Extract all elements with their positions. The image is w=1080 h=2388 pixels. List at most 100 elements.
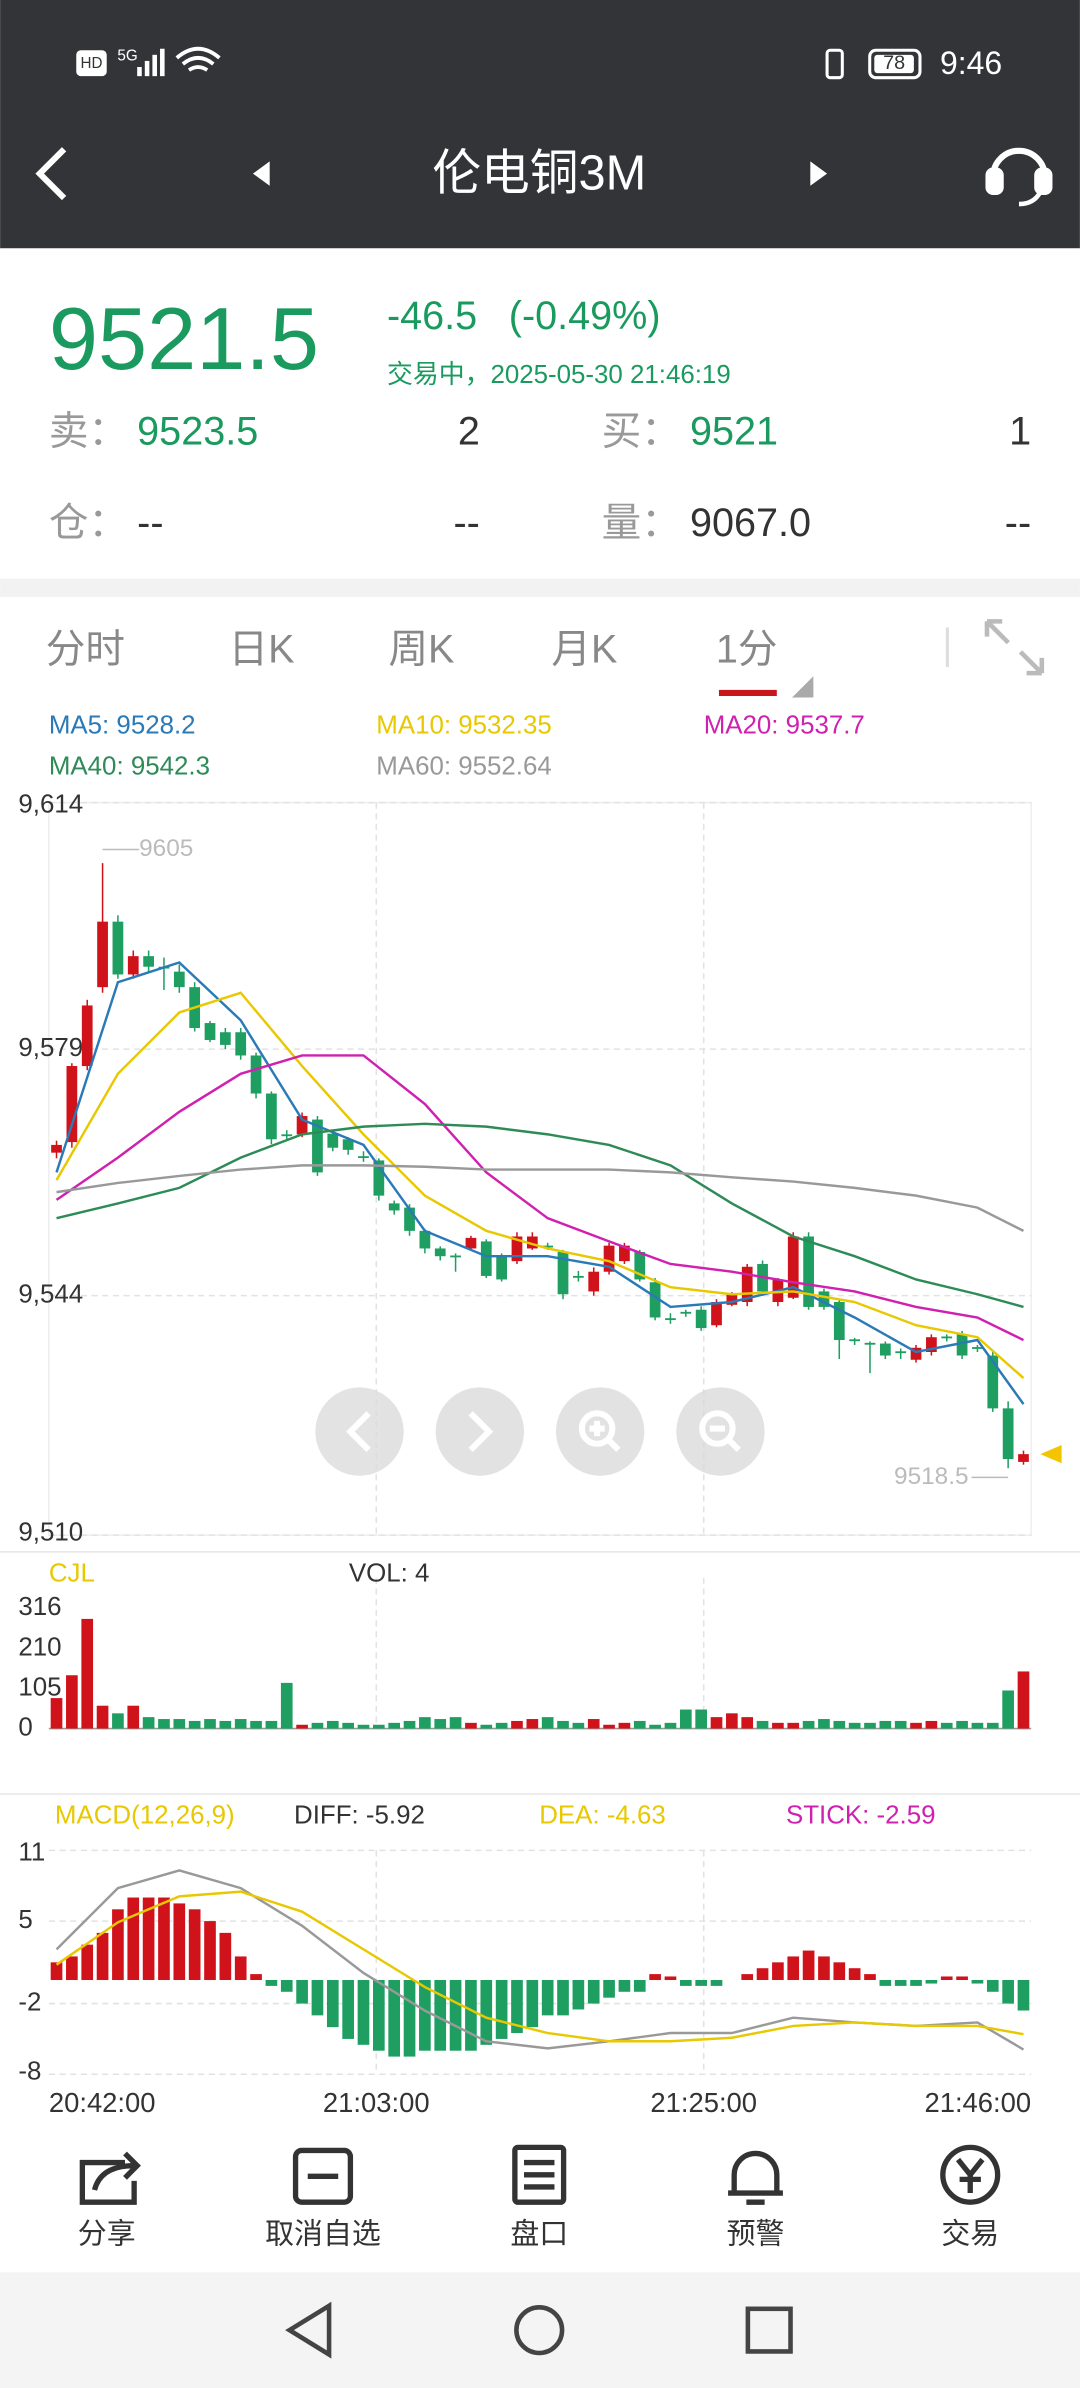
indicator-line: [56, 1122, 1024, 1309]
legend-entry: MA40: 9542.3: [49, 752, 210, 780]
ask-vol: 2: [458, 409, 480, 453]
tab[interactable]: 1分: [716, 627, 778, 671]
candle-body: [327, 1133, 339, 1148]
volume-bar: [219, 1720, 232, 1729]
candle-body: [496, 1256, 508, 1280]
toolbar-button[interactable]: 交易: [941, 2218, 999, 2250]
tab[interactable]: 分时: [46, 627, 125, 671]
tab[interactable]: 月K: [551, 627, 617, 671]
volume-bar: [971, 1722, 984, 1729]
toolbar-icons: [79, 2144, 1001, 2205]
fullscreen-button[interactable]: [984, 619, 1045, 676]
annotation: 9605: [139, 835, 193, 862]
candle-body: [879, 1343, 891, 1356]
volume-bar: [373, 1724, 385, 1729]
macd-bar: [511, 1980, 523, 2034]
volume-bar: [419, 1717, 431, 1729]
volume-bar: [710, 1717, 723, 1729]
candle-body: [572, 1275, 584, 1278]
tab[interactable]: 日K: [229, 627, 295, 671]
legend-entry: MA20: 9537.7: [704, 711, 865, 739]
volume-bar: [480, 1724, 493, 1729]
macd-bar: [219, 1932, 232, 1981]
volume-bar: [787, 1722, 800, 1729]
macd-bar: [633, 1980, 646, 1992]
toolbar-button[interactable]: 盘口: [510, 2218, 568, 2250]
macd-bar: [311, 1980, 324, 2016]
trade-status: 交易中，2025-05-30 21:46:19: [387, 360, 731, 389]
x-tick-label: 21:25:00: [650, 2087, 757, 2118]
volume-bar: [50, 1698, 63, 1729]
volume-bar: [311, 1722, 324, 1729]
volume-bar: [695, 1709, 707, 1729]
toolbar-button[interactable]: 分享: [78, 2218, 136, 2250]
volume-bar: [66, 1675, 78, 1729]
volume-bar: [495, 1722, 508, 1729]
volume-bar: [557, 1720, 569, 1729]
candle-body: [665, 1318, 676, 1321]
macd-bar: [234, 1956, 247, 1981]
x-tick-label: 21:03:00: [323, 2087, 430, 2118]
overlay-controls: [315, 1387, 765, 1476]
macd-bar: [557, 1980, 569, 2016]
indicator-line: [55, 961, 1025, 1405]
y-tick-label: 9,614: [18, 790, 83, 818]
macd-bar: [1017, 1980, 1030, 2011]
candle-body: [358, 1156, 369, 1159]
volume: 9067.0: [690, 501, 811, 545]
macd-bar: [81, 1944, 94, 1981]
macd-bar: [403, 1980, 416, 2057]
prev-button[interactable]: [252, 161, 270, 186]
back-button[interactable]: [35, 147, 67, 201]
macd-bar: [618, 1980, 631, 1992]
nav-recent[interactable]: [745, 2306, 793, 2354]
volume-bar: [142, 1717, 155, 1729]
annotation: 9518.5: [894, 1463, 969, 1490]
macd-bar: [480, 1980, 493, 2045]
macd-bar: [894, 1980, 907, 1986]
y-tick-label: 9,544: [18, 1281, 83, 1309]
macd-bar: [572, 1980, 585, 2010]
candle-body: [511, 1236, 523, 1262]
candle-body: [404, 1207, 415, 1231]
nav-back[interactable]: [285, 2301, 332, 2359]
candle-body: [312, 1119, 323, 1173]
tab[interactable]: 周K: [388, 627, 454, 671]
volume-bar: [342, 1722, 354, 1729]
volume-bar: [326, 1720, 339, 1729]
volume-bar: [541, 1717, 554, 1729]
candle-body: [864, 1342, 876, 1345]
volume-bar: [864, 1722, 876, 1729]
volume-bar: [511, 1720, 523, 1729]
service-button[interactable]: [985, 147, 1053, 207]
volume-bar: [112, 1713, 124, 1729]
toolbar-button[interactable]: 取消自选: [265, 2218, 381, 2250]
macd-bar: [802, 1950, 815, 1981]
volume-bar: [726, 1713, 738, 1729]
volume-bar: [465, 1722, 477, 1729]
scroll-right[interactable]: [435, 1387, 525, 1476]
scroll-left[interactable]: [315, 1387, 404, 1476]
volume-bar: [679, 1709, 692, 1729]
macd-bar: [434, 1980, 447, 2051]
indicator-line: [55, 1054, 1025, 1342]
candle-body: [787, 1236, 799, 1298]
toolbar-button[interactable]: 预警: [727, 2218, 785, 2250]
battery: 78: [883, 52, 905, 74]
vol-change: --: [1005, 501, 1031, 545]
candle-body: [373, 1160, 385, 1196]
macd-bar: [848, 1968, 861, 1981]
candle-body: [419, 1230, 431, 1249]
volume-bar: [234, 1719, 247, 1729]
candle-body: [542, 1245, 554, 1248]
y-tick-label: 210: [18, 1633, 61, 1661]
tab-dropdown[interactable]: [792, 676, 814, 698]
volume-bar: [188, 1720, 201, 1729]
volume-bar: [818, 1719, 830, 1729]
volume-bar: [204, 1719, 216, 1729]
volume-bar: [127, 1705, 140, 1729]
next-button[interactable]: [810, 161, 828, 186]
candle-body: [803, 1236, 814, 1307]
nav-home[interactable]: [514, 2304, 565, 2356]
candle-body: [895, 1351, 907, 1354]
